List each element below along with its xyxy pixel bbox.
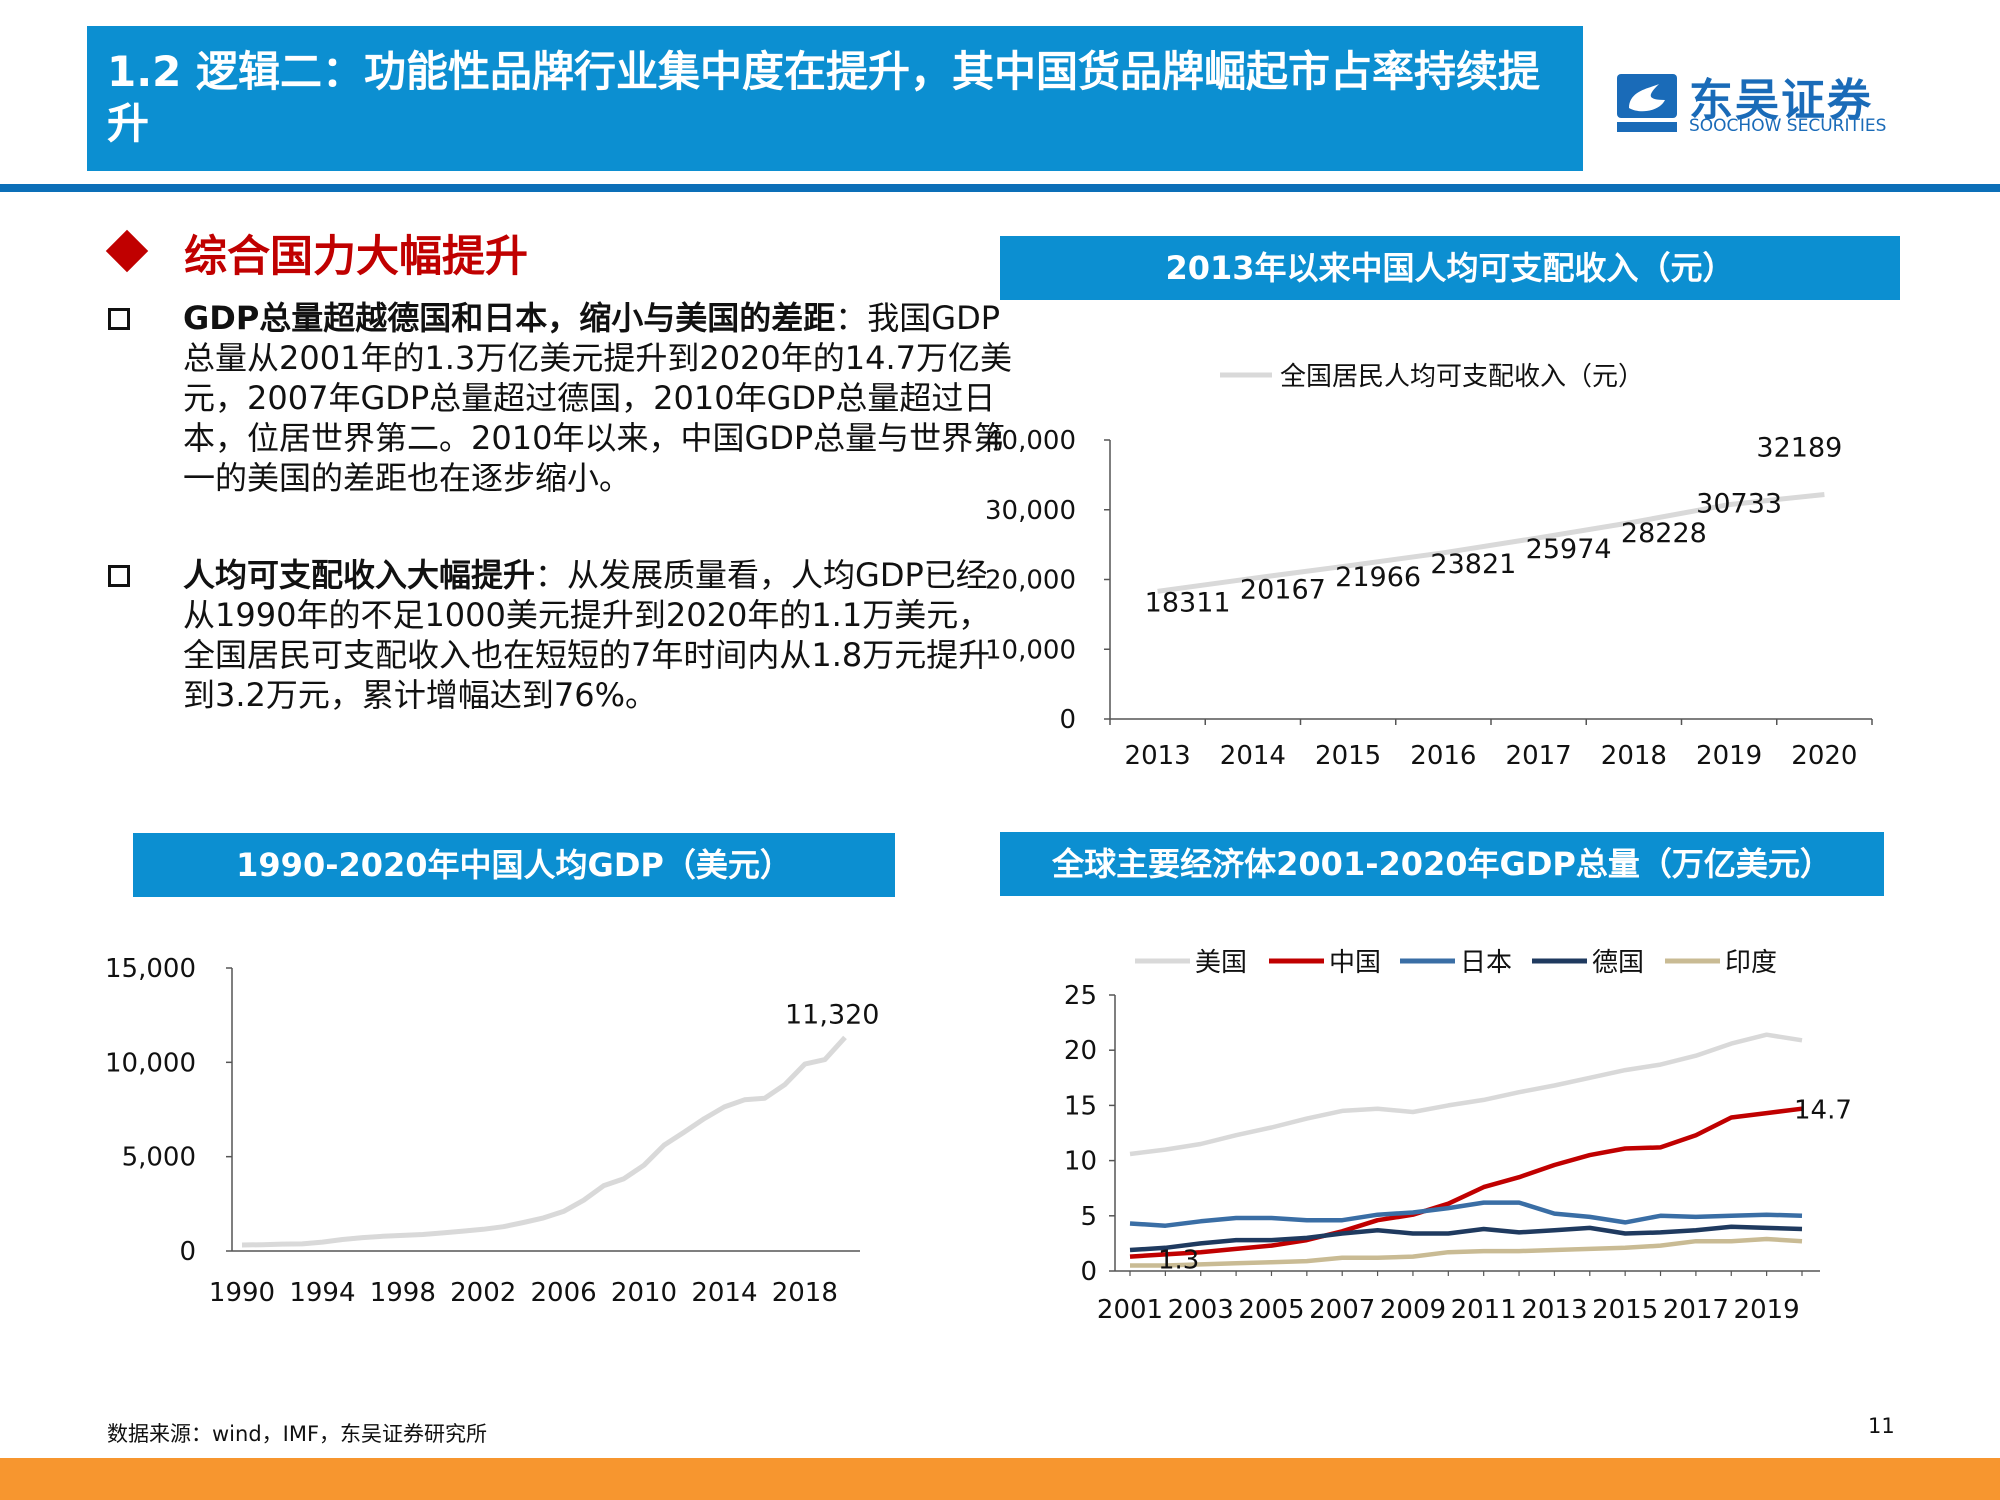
series-line-5 [1130,1236,1803,1268]
y-tick-label: 0 [1080,1257,1097,1287]
y-tick-label: 5,000 [122,1143,196,1173]
y-tick-label: 20,000 [985,566,1076,596]
y-tick-label: 30,000 [985,496,1076,526]
legend-label: 德国 [1592,948,1644,978]
x-tick-label: 2017 [1663,1295,1729,1325]
x-tick-label: 2007 [1309,1295,1375,1325]
bullet-body: ：从发展质量看，人均GDP已经从1990年的不足1000美元提升到2020年的1… [183,556,991,714]
x-tick-label: 1998 [370,1278,436,1308]
x-tick-label: 2019 [1734,1295,1800,1325]
checkbox-bullet-icon [108,308,130,330]
legend-label: 日本 [1460,948,1512,978]
data-label: 32189 [1756,432,1842,463]
y-tick-label: 20 [1064,1036,1097,1066]
x-tick-label: 2011 [1451,1295,1517,1325]
gdp-per-capita-chart: 0 5,000 10,000 15,000 1990 1994 1998 2002 2006 20… [105,954,879,1308]
series-line-2 [1129,1106,1803,1259]
legend-label: 美国 [1195,948,1247,978]
soochow-logo-icon [1617,74,1677,132]
source-note: 数据来源：wind，IMF，东吴证券研究所 [107,1422,488,1446]
x-tick-label: 2014 [691,1278,757,1308]
bullet-body: ：我国GDP总量从2001年的1.3万亿美元提升到2020年的14.7万亿美元，… [183,299,1013,497]
x-tick-label: 2018 [772,1278,838,1308]
chart-title-income: 2013年以来中国人均可支配收入（元） [1000,236,1900,300]
y-tick-label: 15,000 [105,954,196,984]
data-label: 28228 [1621,518,1707,549]
data-label: 21966 [1335,562,1421,593]
bullet-gdp: GDP总量超越德国和日本，缩小与美国的差距：我国GDP总量从2001年的1.3万… [108,298,1012,538]
series-line-1 [1129,1032,1803,1157]
x-tick-label: 2013 [1125,741,1191,771]
x-tick-label: 2005 [1238,1295,1304,1325]
series-line [241,1035,847,1248]
income-line-chart: 全国居民人均可支配收入（元） 0 10,000 20,000 30,000 40,000 2… [985,362,1873,771]
series-line-4 [1129,1224,1803,1253]
x-tick-label: 2013 [1521,1295,1587,1325]
y-tick-label: 15 [1064,1091,1097,1121]
y-tick-label: 40,000 [985,426,1076,456]
bullet-income: 人均可支配收入大幅提升：从发展质量看，人均GDP已经从1990年的不足1000美… [108,555,990,755]
x-tick-label: 2001 [1097,1295,1163,1325]
x-tick-label: 2017 [1506,741,1572,771]
data-label: 23821 [1430,549,1516,580]
data-label: 25974 [1526,534,1612,565]
x-tick-label: 2009 [1380,1295,1446,1325]
x-tick-label: 2015 [1592,1295,1658,1325]
bullet-text: 人均可支配收入大幅提升：从发展质量看，人均GDP已经从1990年的不足1000美… [183,555,1013,715]
x-tick-label: 1990 [209,1278,275,1308]
header-rule [0,184,2000,192]
x-tick-label: 2019 [1696,741,1762,771]
x-tick-label: 2014 [1220,741,1286,771]
bottom-bar [0,1458,2000,1500]
x-tick-label: 2002 [450,1278,516,1308]
title-bar: 1.2 逻辑二：功能性品牌行业集中度在提升，其中国货品牌崛起市占率持续提升 [87,26,1583,171]
data-label: 11,320 [785,999,879,1030]
chart-title-gdp-per-capita: 1990-2020年中国人均GDP（美元） [133,833,895,897]
y-tick-label: 0 [1059,705,1076,735]
logo-cn-text: 东吴证券 [1689,75,1873,126]
x-tick-label: 2010 [611,1278,677,1308]
bullet-bold: GDP总量超越德国和日本，缩小与美国的差距 [183,299,836,337]
data-label: 20167 [1240,574,1326,605]
page-title: 1.2 逻辑二：功能性品牌行业集中度在提升，其中国货品牌崛起市占率持续提升 [107,47,1541,148]
x-tick-label: 2006 [531,1278,597,1308]
page-number: 11 [1868,1414,1895,1438]
y-tick-label: 10 [1064,1147,1097,1177]
company-logo: 东吴证券 SOOCHOW SECURITIES [1615,62,1915,142]
x-tick-label: 1994 [289,1278,355,1308]
y-tick-label: 5 [1080,1202,1097,1232]
section-title: 综合国力大幅提升 [184,232,528,282]
data-label: 30733 [1696,489,1782,520]
data-label: 14.7 [1794,1096,1852,1126]
checkbox-bullet-icon [108,565,130,587]
x-tick-label: 2015 [1315,741,1381,771]
bullet-bold: 人均可支配收入大幅提升 [183,556,536,594]
chart-title-gdp-total: 全球主要经济体2001-2020年GDP总量（万亿美元） [1000,832,1884,896]
gdp-total-chart: 美国 中国 日本 德国 印度 0 5 10 15 20 25 2001 2003 2005 2007 2009… [1064,948,1852,1325]
x-tick-label: 2018 [1601,741,1667,771]
data-label: 18311 [1145,587,1231,618]
y-tick-label: 0 [179,1237,196,1267]
y-tick-label: 25 [1064,981,1097,1011]
logo-en-text: SOOCHOW SECURITIES [1689,116,1887,136]
legend-label: 印度 [1725,948,1777,978]
bullet-text: GDP总量超越德国和日本，缩小与美国的差距：我国GDP总量从2001年的1.3万… [183,298,1013,498]
diamond-bullet-icon [105,229,149,273]
y-tick-label: 10,000 [105,1048,196,1078]
y-tick-label: 10,000 [985,635,1076,665]
x-tick-label: 2016 [1410,741,1476,771]
legend-label: 中国 [1329,948,1381,978]
x-tick-label: 2003 [1168,1295,1234,1325]
legend-label: 全国居民人均可支配收入（元） [1280,362,1644,392]
data-label: 1.3 [1158,1246,1199,1276]
series-line-3 [1129,1200,1803,1228]
series-line [1157,492,1825,594]
x-tick-label: 2020 [1791,741,1857,771]
